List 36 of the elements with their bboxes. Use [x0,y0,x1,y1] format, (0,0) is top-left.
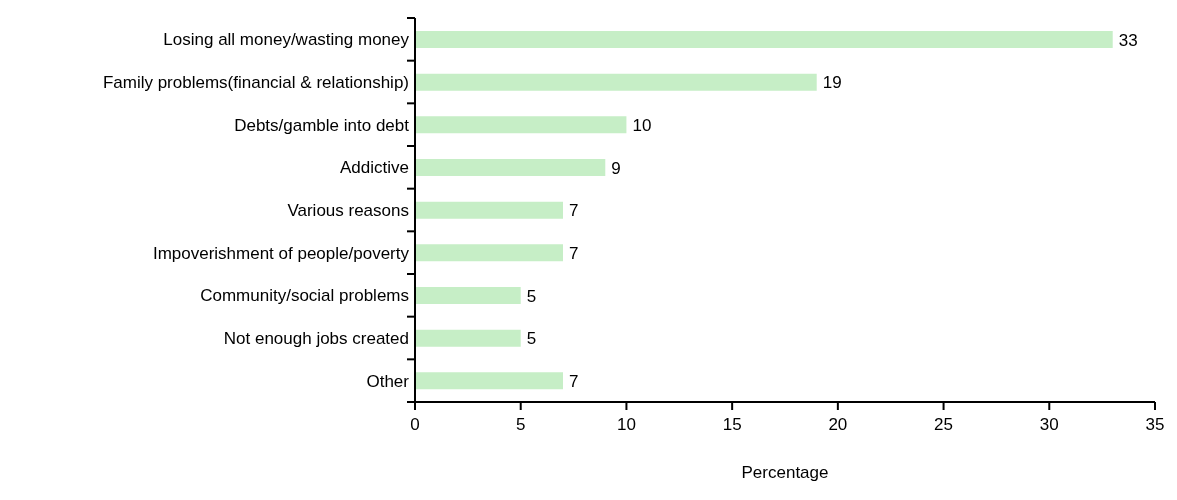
data-label: 5 [526,329,537,349]
x-tick-label: 30 [1039,415,1059,435]
x-axis-title: Percentage [741,463,829,482]
data-label: 5 [526,286,537,306]
data-label: 7 [569,201,579,221]
y-tick-label: Community/social problems [200,285,409,305]
bar [415,329,521,347]
y-tick-label: Not enough jobs created [223,328,409,348]
bar [415,31,1113,48]
data-label: 10 [632,115,652,135]
x-tick-label: 20 [828,415,848,435]
bar [415,287,521,304]
bar [415,201,563,219]
y-tick-label: Other [366,371,410,391]
data-label: 9 [611,158,621,178]
x-tick-label: 25 [934,415,954,435]
bar [415,244,563,262]
y-tick-label: Family problems(financial & relationship) [102,72,409,92]
x-tick-label: 10 [616,415,636,435]
x-tick-label: 5 [515,415,526,435]
data-label: 7 [569,371,579,391]
y-tick-label: Debts/gamble into debt [234,115,410,135]
y-tick-label: Addictive [340,157,409,177]
data-label: 33 [1118,30,1138,50]
data-label: 19 [822,73,842,93]
bar [415,116,627,134]
y-tick-label: Impoverishment of people/poverty [152,243,410,263]
y-tick-label: Losing all money/wasting money [163,29,410,49]
y-tick-label: Various reasons [287,200,409,220]
x-tick-label: 35 [1145,415,1165,435]
data-label: 7 [569,243,579,263]
bar [415,159,606,176]
x-tick-label: 15 [722,415,742,435]
bar [415,73,817,91]
x-tick-label: 0 [410,415,420,435]
bar [415,372,563,390]
